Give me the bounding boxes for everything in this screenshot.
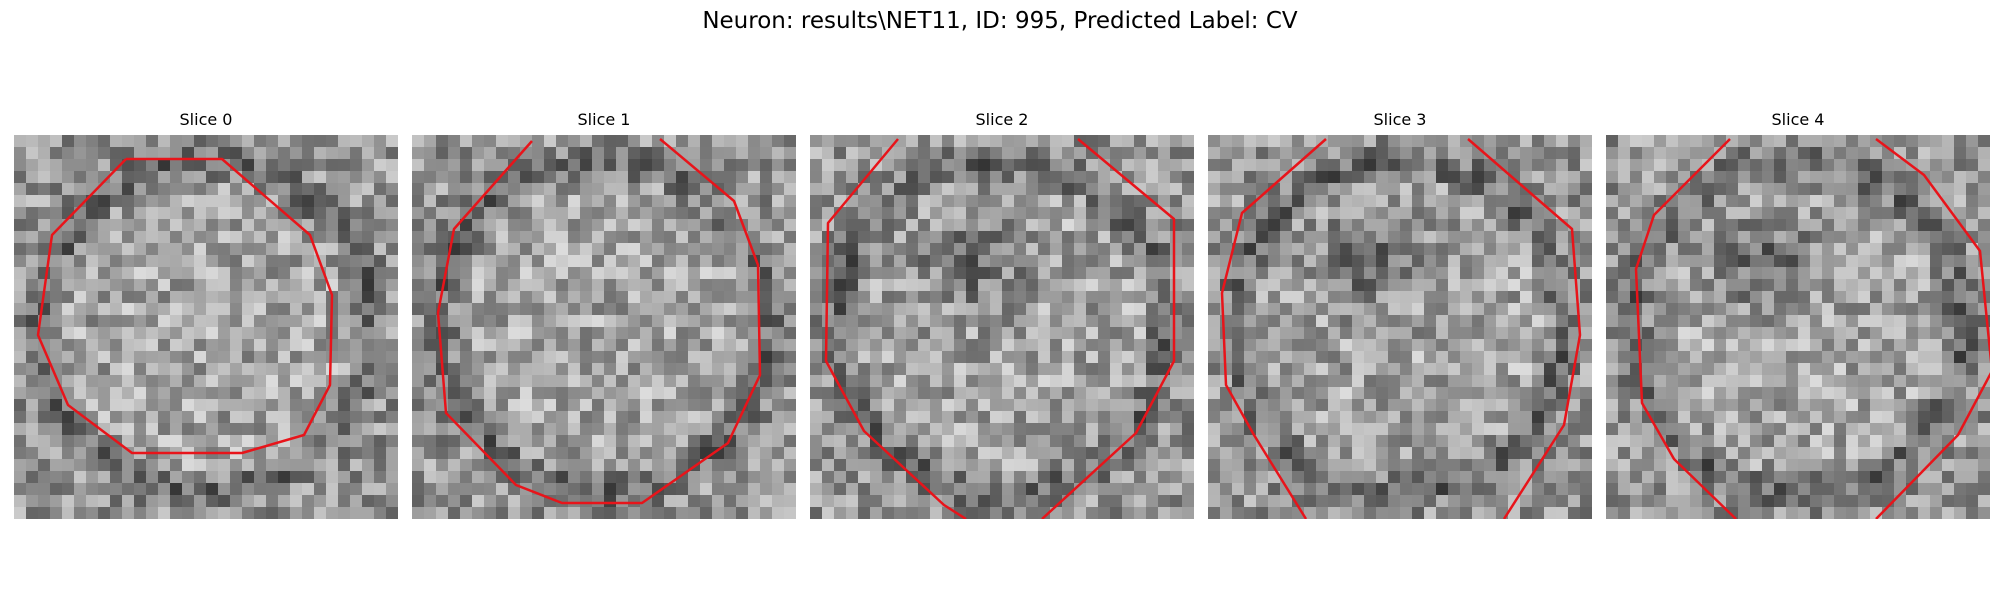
segmentation-contour: [436, 138, 762, 505]
contour-overlay: [36, 157, 334, 455]
segmentation-contour: [1041, 138, 1176, 519]
slice-title: Slice 1: [577, 110, 631, 129]
segmentation-contour: [1220, 138, 1327, 519]
contour-overlay: [1634, 138, 1990, 519]
segmentation-contour: [36, 157, 334, 455]
figure-title: Neuron: results\NET11, ID: 995, Predicte…: [702, 8, 1298, 34]
slice-image: [810, 135, 1194, 519]
slice-title: Slice 3: [1373, 110, 1427, 129]
slice-title: Slice 0: [179, 110, 233, 129]
slice-image: [14, 135, 398, 519]
contour-overlay: [436, 138, 762, 505]
segmentation-contour: [1467, 138, 1582, 519]
grayscale-patch: [810, 135, 1194, 519]
grayscale-patch: [14, 135, 398, 519]
slice-title: Slice 4: [1771, 110, 1825, 129]
slice-image: [1606, 135, 1990, 519]
segmentation-contour: [1875, 138, 1990, 519]
segmentation-contour: [1634, 138, 1737, 519]
grayscale-patch: [1208, 135, 1592, 519]
contour-overlay: [1220, 138, 1582, 519]
slice-image: [412, 135, 796, 519]
slice-image: [1208, 135, 1592, 519]
contour-overlay: [824, 138, 1176, 519]
segmentation-contour: [824, 138, 967, 519]
slice-title: Slice 2: [975, 110, 1029, 129]
